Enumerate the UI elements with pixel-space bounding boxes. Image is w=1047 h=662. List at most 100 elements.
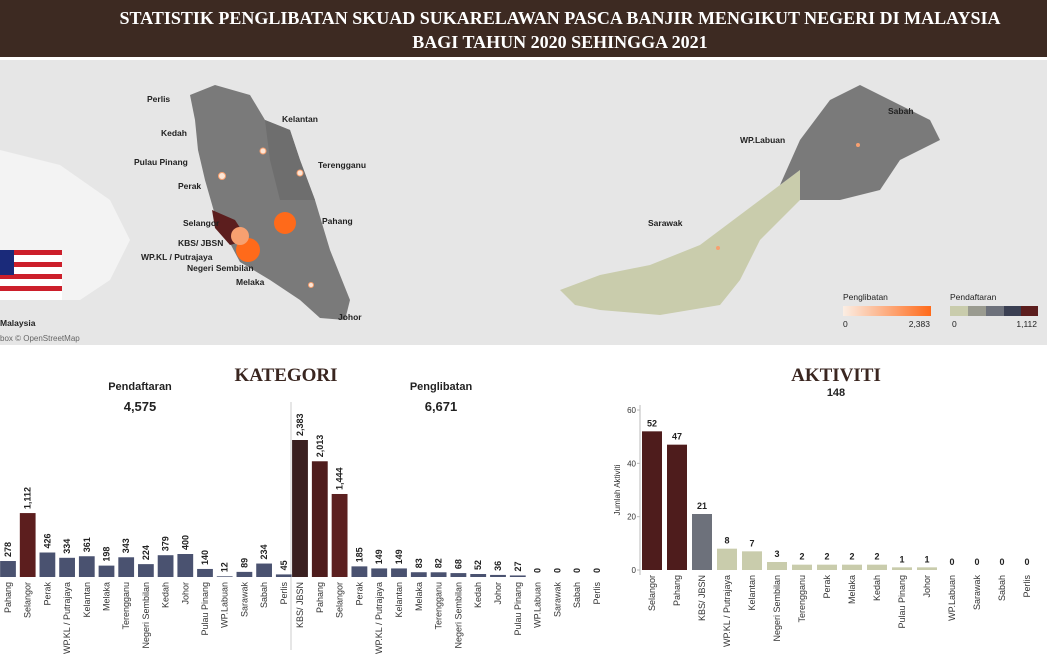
legend-title: Penglibatan [843,292,888,302]
value-label: 234 [259,545,269,560]
map-bubble [716,246,720,250]
legend-label: 0 [843,319,848,329]
value-label: 1,444 [335,467,345,490]
bar [292,440,308,577]
bar [39,552,56,577]
value-label: 0 [1024,557,1029,567]
bar [197,568,213,577]
bar [470,574,487,577]
map-bubble [259,147,267,155]
value-label: 82 [434,558,444,568]
x-tick-label: WP.Labuan [947,575,957,621]
x-tick-label: Selangor [647,575,657,611]
value-label: 2,383 [295,413,305,436]
bar [351,566,368,577]
y-axis-label: Jumlah Aktiviti [613,464,622,515]
map-label: Malaysia [0,318,36,328]
map-bubble [308,282,314,288]
x-tick-label: Pahang [3,582,13,613]
value-label: 45 [279,560,289,570]
x-tick-label: Melaka [847,575,857,604]
bar [742,551,762,570]
value-label: 68 [453,559,463,569]
x-tick-label: Terengganu [121,582,131,630]
y-tick-label: 20 [627,513,636,522]
value-label: 149 [374,549,384,564]
x-tick-label: WP.KL / Putrajaya [62,582,72,654]
value-label: 1,112 [23,487,33,509]
value-label: 0 [949,557,954,567]
bar [642,431,662,570]
value-label: 2 [874,552,879,562]
x-tick-label: Negeri Sembilan [772,575,782,642]
legend-gradient [843,306,931,316]
x-tick-label: Perlis [592,582,602,605]
sabah [780,85,940,200]
x-tick-label: Pahang [672,575,682,606]
bar [717,548,737,570]
value-label: 89 [239,558,249,568]
map-label: Pulau Pinang [134,157,188,167]
value-label: 52 [647,418,657,428]
bar [331,493,348,577]
x-tick-label: WP.Labuan [220,582,230,628]
x-tick-label: Perlis [1022,575,1032,598]
x-tick-label: Selangor [23,582,33,618]
value-label: 343 [121,538,131,553]
x-tick-label: Perak [354,582,364,606]
x-tick-label: Johor [180,582,190,605]
map-label: KBS/ JBSN [178,238,223,248]
value-label: 0 [533,568,543,573]
x-tick-label: Selangor [335,582,345,618]
value-label: 400 [180,535,190,550]
bar [216,576,233,577]
map-label: Negeri Sembilan [187,263,254,273]
value-label: 21 [697,501,707,511]
x-tick-label: Sarawak [552,582,562,618]
legend-title: Pendaftaran [950,292,997,302]
x-tick-label: Negeri Sembilan [453,582,463,649]
bar [430,572,447,577]
value-label: 0 [572,568,582,573]
value-label: 27 [513,561,523,571]
bar [19,513,36,577]
value-label: 224 [141,545,151,560]
x-tick-label: Perlis [279,582,289,605]
bar [767,562,787,570]
map-label: Sabah [888,106,914,116]
state [265,120,315,200]
y-tick-label: 40 [627,459,636,468]
peninsular [190,85,350,320]
x-tick-label: Pulau Pinang [897,575,907,629]
x-tick-label: WP.KL / Putrajaya [722,575,732,647]
value-label: 140 [200,550,210,565]
value-label: 334 [62,539,72,554]
x-tick-label: Kedah [872,575,882,601]
x-tick-label: Pulau Pinang [513,582,523,636]
value-label: 2,013 [315,435,325,458]
x-tick-label: Perak [42,582,52,606]
map-label: Selangor [183,218,220,228]
value-label: 0 [552,568,562,573]
x-tick-label: Terengganu [797,575,807,623]
map-label: Kedah [161,128,187,138]
bar [157,555,174,577]
value-label: 1 [899,554,904,564]
sarawak [560,170,800,315]
map-bubble [296,169,304,177]
value-label: 2 [849,552,854,562]
value-label: 47 [672,432,682,442]
x-tick-label: Johor [922,575,932,598]
x-tick-label: Kedah [473,582,483,608]
legend-label: 0 [952,319,957,329]
x-tick-label: Kedah [161,582,171,608]
value-label: 0 [592,568,602,573]
map-bubble [218,172,226,180]
map-bubble [231,227,249,245]
value-label: 8 [724,536,729,546]
x-tick-label: Sabah [572,582,582,608]
bar [792,564,812,570]
value-label: 379 [161,536,171,551]
bar [892,567,912,570]
